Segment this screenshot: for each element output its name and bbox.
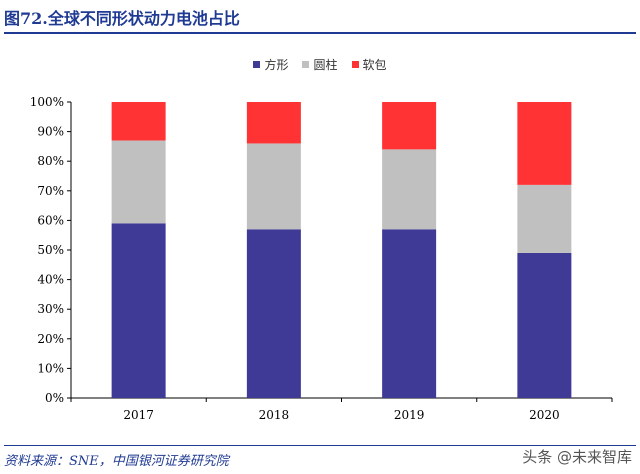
x-tick-label: 2020: [529, 408, 560, 422]
y-tick-label: 60%: [37, 213, 64, 227]
bar-segment-2018-cylindrical: [246, 143, 301, 230]
legend-item-pouch: 软包: [351, 56, 387, 73]
y-tick-label: 0%: [45, 391, 64, 405]
legend-swatch-cylindrical: [302, 61, 310, 68]
y-tick-label: 10%: [37, 361, 64, 375]
bar-segment-2018-prismatic: [246, 229, 301, 398]
source-note: 资料来源：SNE，中国银河证券研究院: [4, 454, 229, 469]
y-tick-label: 50%: [37, 243, 64, 257]
x-tick-label: 2017: [123, 408, 154, 422]
chart-title: 图72.全球不同形状动力电池占比: [4, 9, 240, 28]
y-tick-label: 40%: [37, 273, 64, 287]
legend-item-prismatic: 方形: [253, 56, 288, 73]
legend-swatch-prismatic: [253, 61, 261, 68]
bar-segment-2020-cylindrical: [517, 184, 572, 253]
bar-segment-2017-prismatic: [111, 223, 166, 398]
stacked-bar-chart: 0% 10% 20% 30% 40% 50% 60% 70% 80% 90% 100% 2017 201…: [30, 95, 613, 422]
bar-segment-2017-cylindrical: [111, 140, 166, 224]
y-tick-label: 80%: [37, 154, 64, 168]
y-tick-label: 90%: [37, 125, 64, 139]
x-tick-label: 2018: [259, 408, 290, 422]
y-tick-label: 20%: [37, 332, 64, 346]
legend-label-pouch: 软包: [362, 58, 387, 72]
legend-label-cylindrical: 圆柱: [313, 58, 338, 72]
legend-item-cylindrical: 圆柱: [302, 56, 338, 73]
legend: 方形 圆柱 软包: [0, 56, 640, 73]
bar-segment-2020-prismatic: [517, 252, 572, 398]
footer-divider: [4, 445, 636, 446]
y-tick-label: 100%: [30, 95, 64, 109]
bar-segment-2020-pouch: [517, 102, 572, 185]
title-divider: [4, 32, 636, 34]
bar-segment-2017-pouch: [111, 102, 166, 141]
bar-segment-2019-prismatic: [382, 229, 437, 398]
y-tick-label: 70%: [37, 184, 64, 198]
bar-segment-2019-cylindrical: [382, 149, 437, 230]
bar-segment-2019-pouch: [382, 102, 437, 150]
legend-swatch-pouch: [351, 61, 359, 68]
watermark: 头条 @未来智库: [522, 448, 632, 466]
x-tick-label: 2019: [394, 408, 425, 422]
bar-segment-2018-pouch: [246, 102, 301, 144]
y-tick-label: 30%: [37, 302, 64, 316]
legend-label-prismatic: 方形: [264, 58, 289, 72]
